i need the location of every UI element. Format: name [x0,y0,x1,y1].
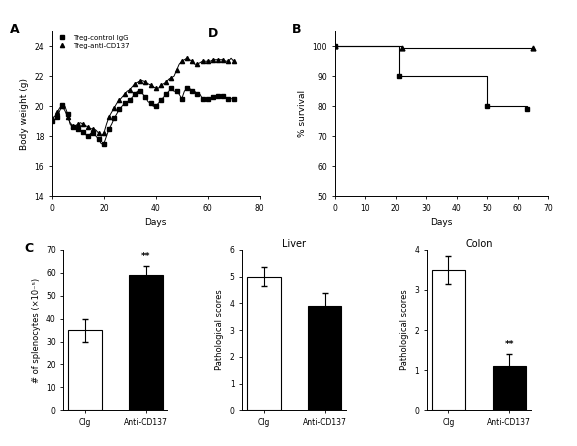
Text: A: A [10,23,20,36]
Treg-anti-CD137 [163,79,170,85]
Treg-anti-CD137 [69,123,76,128]
Treg-anti-CD137 [121,91,128,97]
Treg-anti-CD137 [111,105,118,111]
Y-axis label: Pathological scores: Pathological scores [400,289,409,371]
Treg-anti-CD137 [147,83,154,88]
Treg-control IgG [209,95,216,100]
Treg-anti-CD137 [132,81,138,87]
Bar [68,330,102,410]
Treg-control IgG [142,95,149,100]
Treg-anti-CD137 [95,131,102,136]
Treg-control IgG [168,86,175,91]
Y-axis label: Pathological scores: Pathological scores [215,289,224,371]
Treg-anti-CD137 [80,122,87,127]
Treg-control IgG [48,119,55,124]
Treg-anti-CD137 [126,87,133,92]
Treg-control IgG [90,131,97,136]
Bar [493,366,526,410]
Bar [432,270,465,410]
X-axis label: Days: Days [430,219,452,227]
Treg-control IgG [80,129,87,134]
Treg-anti-CD137 [74,122,81,127]
Treg-anti-CD137 [215,57,222,62]
Treg-anti-CD137 [220,57,227,62]
Treg-control IgG [137,89,144,94]
Treg-control IgG [199,96,206,101]
Title: Colon: Colon [465,239,493,249]
Text: **: ** [505,340,514,349]
Treg-control IgG [116,107,123,112]
Treg-control IgG [183,86,190,91]
Treg-control IgG [126,98,133,103]
Treg-anti-CD137 [183,56,190,61]
Treg-control IgG [64,111,71,116]
Treg-control IgG [69,124,76,130]
Treg-control IgG [147,100,154,106]
Treg-anti-CD137 [204,58,211,64]
Treg-control IgG [225,96,232,101]
Line: Treg-control IgG: Treg-control IgG [50,87,235,145]
Treg-control IgG [204,96,211,101]
X-axis label: Days: Days [145,219,167,227]
Text: **: ** [141,252,151,261]
Treg-control IgG [132,91,138,97]
Treg-control IgG [189,89,196,94]
Y-axis label: % survival: % survival [298,90,307,137]
Treg-anti-CD137 [225,58,232,64]
Treg-control IgG [111,116,118,121]
Treg-control IgG [173,89,180,94]
Treg-anti-CD137 [90,126,97,132]
Title: Liver: Liver [282,239,306,249]
Treg-anti-CD137 [64,114,71,120]
Treg-anti-CD137 [106,114,113,120]
Treg-anti-CD137 [48,116,55,121]
Treg-control IgG [59,102,66,107]
Treg-control IgG [152,103,159,109]
Y-axis label: Body weight (g): Body weight (g) [20,78,29,150]
Treg-control IgG [74,126,81,132]
Bar [308,306,342,410]
Treg-anti-CD137 [178,58,185,64]
Bar [247,277,280,410]
Treg-control IgG [121,100,128,106]
Bar [129,275,163,410]
Treg-anti-CD137 [189,58,196,64]
Treg-anti-CD137 [59,103,66,109]
Treg-anti-CD137 [209,57,216,62]
Treg-control IgG [163,91,170,97]
Treg-anti-CD137 [194,62,201,67]
Treg-control IgG [95,136,102,142]
Text: D: D [208,27,218,40]
Treg-anti-CD137 [199,58,206,64]
Text: C: C [24,242,33,255]
Treg-anti-CD137 [173,67,180,73]
Treg-control IgG [178,96,185,101]
Line: Treg-anti-CD137: Treg-anti-CD137 [50,56,236,135]
Treg-anti-CD137 [230,58,237,64]
Text: B: B [292,23,301,36]
Treg-control IgG [194,91,201,97]
Treg-control IgG [85,133,92,139]
Y-axis label: # of splenocytes (×10⁻⁵): # of splenocytes (×10⁻⁵) [32,277,40,383]
Treg-anti-CD137 [116,98,123,103]
Treg-anti-CD137 [142,79,149,85]
Treg-control IgG [215,93,222,99]
Legend: Treg-control IgG, Treg-anti-CD137: Treg-control IgG, Treg-anti-CD137 [55,35,129,49]
Treg-anti-CD137 [100,131,107,136]
Treg-control IgG [106,126,113,132]
Treg-anti-CD137 [85,124,92,130]
Treg-anti-CD137 [152,86,159,91]
Treg-anti-CD137 [158,83,164,88]
Treg-anti-CD137 [137,78,144,83]
Treg-anti-CD137 [54,110,61,115]
Treg-control IgG [54,114,61,120]
Treg-control IgG [220,93,227,99]
Treg-control IgG [230,96,237,101]
Treg-anti-CD137 [168,75,175,80]
Treg-control IgG [100,141,107,146]
Treg-control IgG [158,98,164,103]
